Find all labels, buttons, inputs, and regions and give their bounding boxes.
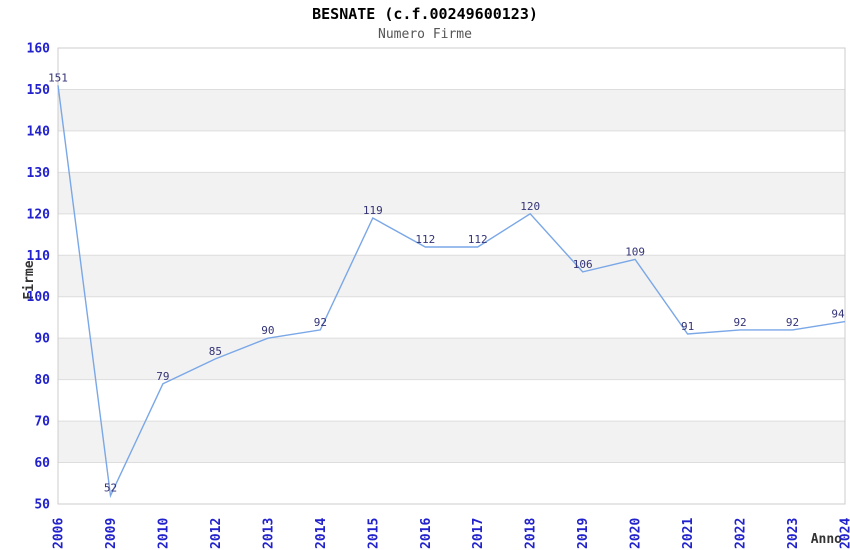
y-tick-label: 50 bbox=[34, 498, 50, 513]
y-tick-label: 80 bbox=[34, 373, 50, 388]
x-tick-label: 2023 bbox=[786, 518, 801, 549]
y-tick-label: 130 bbox=[27, 166, 51, 181]
x-tick-label: 2017 bbox=[471, 518, 486, 549]
y-tick-label: 60 bbox=[34, 456, 50, 471]
point-label: 92 bbox=[733, 316, 746, 329]
y-tick-label: 160 bbox=[27, 42, 51, 57]
x-tick-label: 2018 bbox=[524, 518, 539, 549]
point-label: 79 bbox=[156, 370, 169, 383]
y-tick-label: 90 bbox=[34, 332, 50, 347]
y-tick-label: 120 bbox=[27, 207, 51, 222]
x-tick-label: 2019 bbox=[576, 518, 591, 549]
point-label: 112 bbox=[468, 233, 488, 246]
plot-band bbox=[58, 89, 845, 131]
x-tick-label: 2015 bbox=[366, 518, 381, 549]
plot-band bbox=[58, 421, 845, 463]
point-label: 94 bbox=[831, 308, 845, 321]
x-tick-label: 2013 bbox=[261, 518, 276, 549]
chart-title: BESNATE (c.f.00249600123) bbox=[312, 5, 538, 23]
x-tick-label: 2022 bbox=[734, 518, 749, 549]
x-tick-label: 2012 bbox=[209, 518, 224, 549]
point-label: 52 bbox=[104, 482, 117, 495]
point-label: 90 bbox=[261, 324, 274, 337]
point-label: 91 bbox=[681, 320, 694, 333]
y-tick-label: 110 bbox=[27, 249, 51, 264]
data-line bbox=[57, 85, 846, 499]
x-tick-label: 2024 bbox=[839, 518, 850, 549]
point-label: 92 bbox=[314, 316, 327, 329]
point-label: 120 bbox=[520, 200, 540, 213]
y-tick-label: 150 bbox=[27, 83, 51, 98]
x-tick-label: 2006 bbox=[52, 518, 67, 549]
x-tick-label: 2020 bbox=[629, 518, 644, 549]
point-label: 106 bbox=[573, 258, 593, 271]
chart-subtitle: Numero Firme bbox=[378, 27, 472, 42]
x-tick-label: 2009 bbox=[104, 518, 119, 549]
plot-border bbox=[57, 47, 846, 505]
point-label: 112 bbox=[415, 233, 435, 246]
point-label: 119 bbox=[363, 204, 383, 217]
point-label: 109 bbox=[625, 245, 645, 258]
y-tick-label: 140 bbox=[27, 124, 51, 139]
point-label: 85 bbox=[209, 345, 222, 358]
y-tick-label: 100 bbox=[27, 290, 51, 305]
x-tick-label: 2014 bbox=[314, 518, 329, 549]
x-axis-title: Anno bbox=[810, 532, 842, 547]
y-tick-label: 70 bbox=[34, 415, 50, 430]
x-tick-label: 2021 bbox=[681, 518, 696, 549]
plot-band bbox=[58, 172, 845, 214]
point-label: 92 bbox=[786, 316, 799, 329]
x-tick-label: 2016 bbox=[419, 518, 434, 549]
x-tick-label: 2010 bbox=[156, 518, 171, 549]
point-label: 151 bbox=[48, 71, 68, 84]
plot-band bbox=[58, 338, 845, 380]
plot-band bbox=[58, 255, 845, 297]
